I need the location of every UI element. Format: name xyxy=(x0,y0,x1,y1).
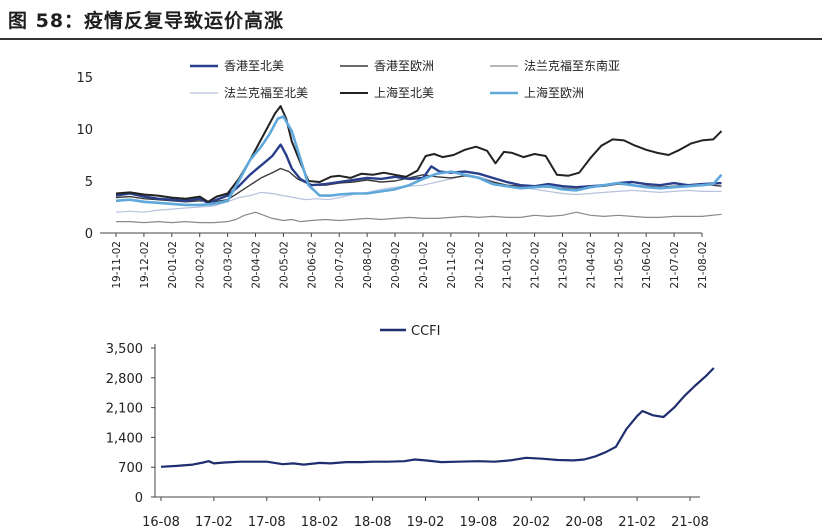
x-tick-label: 21-01-02 xyxy=(502,241,514,289)
legend-label: 上海至北美 xyxy=(374,85,434,100)
series-line xyxy=(115,143,722,204)
x-tick-label: 20-10-02 xyxy=(418,241,430,289)
x-tick-label: 17-08 xyxy=(248,515,286,530)
x-tick-label: 19-11-02 xyxy=(111,241,123,289)
title-rule xyxy=(0,38,822,40)
x-tick-label: 21-08 xyxy=(671,515,709,530)
y-tick-label: 10 xyxy=(76,123,93,138)
x-tick-label: 20-09-02 xyxy=(390,241,402,289)
legend-label: CCFI xyxy=(411,324,440,339)
x-tick-label: 16-08 xyxy=(142,515,180,530)
x-tick-label: 20-05-02 xyxy=(278,241,290,289)
legend-label: 香港至北美 xyxy=(224,59,284,73)
x-tick-label: 20-12-02 xyxy=(474,241,486,289)
x-tick-label: 21-02 xyxy=(618,515,656,530)
x-tick-label: 20-11-02 xyxy=(446,241,458,289)
y-tick-label: 0 xyxy=(135,491,143,506)
x-tick-label: 19-12-02 xyxy=(139,241,151,289)
x-tick-label: 21-02-02 xyxy=(530,241,542,289)
y-tick-label: 1,400 xyxy=(106,431,143,446)
x-tick-label: 19-08 xyxy=(460,515,498,530)
x-tick-label: 20-07-02 xyxy=(334,241,346,289)
y-tick-label: 2,800 xyxy=(106,372,143,387)
freight-rates-chart: 15 10 5 0 19-11-02 19-12-02 20-01-02 20-02-02 20… xyxy=(76,58,723,289)
x-tick-label: 19-02 xyxy=(407,515,445,530)
series-line xyxy=(160,367,715,468)
x-tick-label: 17-02 xyxy=(195,515,233,530)
x-tick-label: 20-01-02 xyxy=(167,241,179,289)
y-tick-label: 0 xyxy=(85,227,93,242)
x-tick-label: 20-04-02 xyxy=(251,241,263,289)
x-tick-label: 20-02 xyxy=(512,515,550,530)
y-tick-label: 2,100 xyxy=(106,402,143,417)
figure-header: 图 58：疫情反复导致运价高涨 xyxy=(0,0,830,40)
x-tick-label: 21-05-02 xyxy=(613,241,625,289)
x-tick-label: 21-06-02 xyxy=(641,241,653,289)
figure-title: 图 58：疫情反复导致运价高涨 xyxy=(8,10,285,32)
x-tick-label: 21-04-02 xyxy=(585,241,597,289)
series-line xyxy=(116,211,722,224)
series-line xyxy=(115,115,723,207)
y-tick-label: 5 xyxy=(85,175,93,190)
legend-label: 法兰克福至北美 xyxy=(224,85,308,100)
x-tick-label: 20-06-02 xyxy=(306,241,318,289)
legend-label: 香港至欧洲 xyxy=(374,59,434,73)
x-tick-label: 21-03-02 xyxy=(557,241,569,289)
x-tick-label: 21-07-02 xyxy=(669,241,681,289)
x-tick-label: 20-02-02 xyxy=(195,241,207,289)
x-tick-label: 18-08 xyxy=(354,515,392,530)
legend-label: 上海至欧洲 xyxy=(524,85,584,100)
y-tick-label: 3,500 xyxy=(106,342,143,357)
legend-label: 法兰克福至东南亚 xyxy=(524,58,620,73)
x-tick-label: 20-08 xyxy=(565,515,603,530)
series-line xyxy=(115,105,723,203)
x-tick-label: 20-08-02 xyxy=(362,241,374,289)
x-tick-label: 20-03-02 xyxy=(223,241,235,289)
x-tick-label: 18-02 xyxy=(301,515,339,530)
y-tick-label: 700 xyxy=(118,461,143,476)
x-tick-label: 21-08-02 xyxy=(697,241,709,289)
y-tick-label: 15 xyxy=(76,71,93,86)
